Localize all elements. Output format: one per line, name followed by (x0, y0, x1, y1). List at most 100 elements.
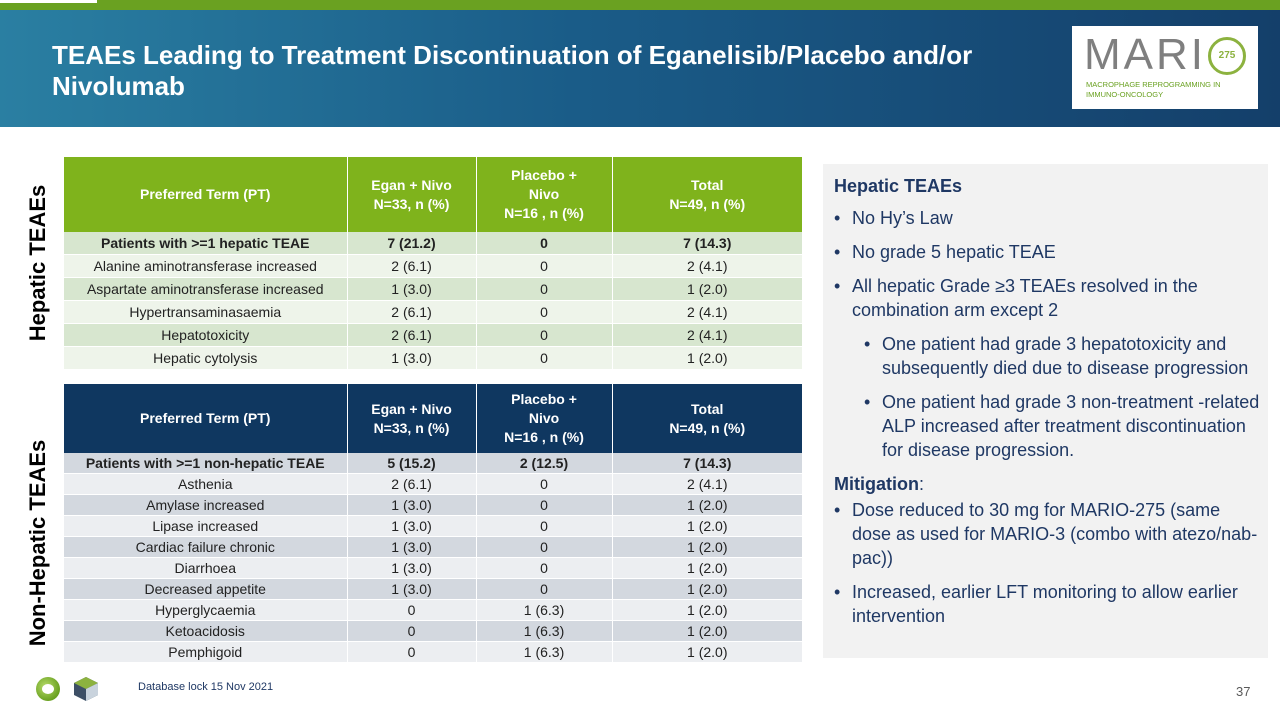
bullet-item: No grade 5 hepatic TEAE (834, 240, 1264, 264)
cell-egan: 2 (6.1) (347, 323, 477, 347)
table-row: Hypertransaminasaemia 2 (6.1) 0 2 (4.1) (64, 300, 802, 324)
table-row: Ketoacidosis 0 1 (6.3) 1 (2.0) (64, 620, 802, 642)
cell-placebo: 0 (476, 254, 613, 278)
cell-placebo: 0 (476, 346, 613, 370)
table-row: Diarrhoea 1 (3.0) 0 1 (2.0) (64, 557, 802, 579)
cell-total: 7 (14.3) (612, 453, 802, 474)
sub-bullet-item: One patient had grade 3 non-treatment -r… (834, 390, 1264, 462)
cell-total: 2 (4.1) (612, 473, 802, 495)
cell-pt: Patients with >=1 non-hepatic TEAE (64, 453, 348, 474)
sub-bullet-item: One patient had grade 3 hepatotoxicity a… (834, 332, 1264, 380)
cell-pt: Diarrhoea (64, 557, 348, 579)
cell-egan: 1 (3.0) (347, 536, 477, 558)
cell-pt: Lipase increased (64, 515, 348, 537)
cell-total: 1 (2.0) (612, 277, 802, 301)
cell-placebo: 0 (476, 473, 613, 495)
cell-egan: 1 (3.0) (347, 346, 477, 370)
cell-egan: 1 (3.0) (347, 494, 477, 516)
top-accent-bar (0, 0, 1280, 10)
table-row: Hepatic cytolysis 1 (3.0) 0 1 (2.0) (64, 346, 802, 370)
nonhepatic-table: Preferred Term (PT) Egan + Nivo N=33, n (… (64, 384, 802, 663)
mitigation-bullets: Dose reduced to 30 mg for MARIO-275 (sam… (834, 498, 1264, 628)
cell-total: 1 (2.0) (612, 557, 802, 579)
slide-title: TEAEs Leading to Treatment Discontinuati… (52, 40, 973, 101)
cell-pt: Hepatotoxicity (64, 323, 348, 347)
table-row: Asthenia 2 (6.1) 0 2 (4.1) (64, 473, 802, 495)
cell-pt: Amylase increased (64, 494, 348, 516)
table-row: Aspartate aminotransferase increased 1 (… (64, 277, 802, 301)
company-logo-icon (36, 677, 60, 701)
cell-placebo: 1 (6.3) (476, 641, 613, 663)
cell-egan: 1 (3.0) (347, 578, 477, 600)
table-row: Hepatotoxicity 2 (6.1) 0 2 (4.1) (64, 323, 802, 347)
hepatic-table: Preferred Term (PT) Egan + Nivo N=33, n (… (64, 157, 802, 370)
cell-egan: 1 (3.0) (347, 277, 477, 301)
cell-pt: Alanine aminotransferase increased (64, 254, 348, 278)
logo-subtitle: MACROPHAGE REPROGRAMMING IN IMMUNO-ONCOL… (1086, 80, 1221, 99)
table-row: Lipase increased 1 (3.0) 0 1 (2.0) (64, 515, 802, 537)
cell-total: 1 (2.0) (612, 536, 802, 558)
cell-egan: 0 (347, 620, 477, 642)
header-total: Total N=49, n (%) (612, 384, 802, 453)
cell-pt: Hyperglycaemia (64, 599, 348, 621)
bullet-item: Increased, earlier LFT monitoring to all… (834, 580, 1264, 628)
hepatic-label: Hepatic TEAEs (25, 184, 50, 342)
cell-pt: Ketoacidosis (64, 620, 348, 642)
header-egan: Egan + Nivo N=33, n (%) (347, 157, 477, 232)
hepatic-bullets: No Hy’s Law No grade 5 hepatic TEAE All … (834, 206, 1264, 462)
cell-pt: Decreased appetite (64, 578, 348, 600)
cell-egan: 5 (15.2) (347, 453, 477, 474)
nonhepatic-header-row: Preferred Term (PT) Egan + Nivo N=33, n (… (64, 384, 802, 453)
cell-egan: 7 (21.2) (347, 232, 477, 255)
cell-total: 1 (2.0) (612, 515, 802, 537)
cell-egan: 2 (6.1) (347, 300, 477, 324)
table-row: Hyperglycaemia 0 1 (6.3) 1 (2.0) (64, 599, 802, 621)
table-row: Patients with >=1 hepatic TEAE 7 (21.2) … (64, 232, 802, 255)
partner-logo-icon (74, 677, 98, 701)
cell-placebo: 0 (476, 536, 613, 558)
table-row: Pemphigoid 0 1 (6.3) 1 (2.0) (64, 641, 802, 663)
header-pt: Preferred Term (PT) (64, 157, 348, 232)
cell-placebo: 0 (476, 323, 613, 347)
cell-placebo: 0 (476, 232, 613, 255)
cell-total: 2 (4.1) (612, 323, 802, 347)
cell-total: 7 (14.3) (612, 232, 802, 255)
mitigation-heading: Mitigation: (834, 474, 924, 494)
header-placebo: Placebo + Nivo N=16 , n (%) (476, 384, 613, 453)
footer-note: Database lock 15 Nov 2021 (138, 681, 274, 693)
cell-placebo: 0 (476, 515, 613, 537)
cell-placebo: 0 (476, 578, 613, 600)
header-placebo: Placebo + Nivo N=16 , n (%) (476, 157, 613, 232)
cell-pt: Hepatic cytolysis (64, 346, 348, 370)
header-total: Total N=49, n (%) (612, 157, 802, 232)
table-row: Cardiac failure chronic 1 (3.0) 0 1 (2.0… (64, 536, 802, 558)
cell-egan: 1 (3.0) (347, 557, 477, 579)
logo-o-circle: 275 (1208, 37, 1246, 75)
cell-placebo: 0 (476, 494, 613, 516)
cell-placebo: 2 (12.5) (476, 453, 613, 474)
table-row: Decreased appetite 1 (3.0) 0 1 (2.0) (64, 578, 802, 600)
bullet-item: All hepatic Grade ≥3 TEAEs resolved in t… (834, 274, 1264, 322)
cell-total: 1 (2.0) (612, 620, 802, 642)
cell-total: 1 (2.0) (612, 578, 802, 600)
header-egan: Egan + Nivo N=33, n (%) (347, 384, 477, 453)
cell-placebo: 0 (476, 557, 613, 579)
cell-pt: Cardiac failure chronic (64, 536, 348, 558)
header-band (0, 10, 1280, 127)
cell-total: 1 (2.0) (612, 494, 802, 516)
cell-total: 1 (2.0) (612, 599, 802, 621)
nonhepatic-label: Non-Hepatic TEAEs (25, 439, 50, 647)
side-heading: Hepatic TEAEs (834, 176, 963, 196)
cell-placebo: 0 (476, 277, 613, 301)
top-accent-gap (0, 0, 97, 3)
table-row: Alanine aminotransferase increased 2 (6.… (64, 254, 802, 278)
cell-pt: Aspartate aminotransferase increased (64, 277, 348, 301)
cell-total: 2 (4.1) (612, 254, 802, 278)
cell-egan: 0 (347, 599, 477, 621)
cell-pt: Pemphigoid (64, 641, 348, 663)
bullet-item: No Hy’s Law (834, 206, 1264, 230)
cell-egan: 1 (3.0) (347, 515, 477, 537)
header-pt: Preferred Term (PT) (64, 384, 348, 453)
side-panel: Hepatic TEAEs No Hy’s Law No grade 5 hep… (823, 164, 1268, 658)
cell-pt: Hypertransaminasaemia (64, 300, 348, 324)
